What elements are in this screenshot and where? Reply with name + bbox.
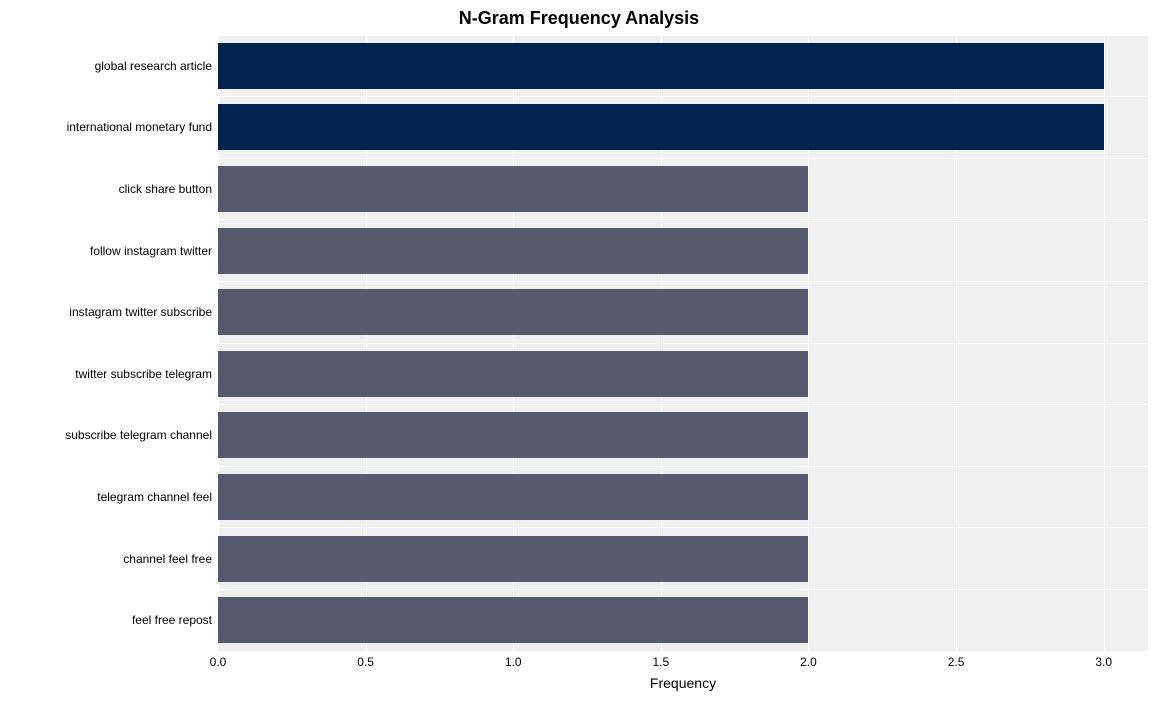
y-gridline: [218, 281, 1148, 282]
bar: [218, 351, 808, 397]
bar: [218, 474, 808, 520]
x-tick-label: 0.0: [198, 655, 238, 669]
chart-title: N-Gram Frequency Analysis: [0, 8, 1158, 29]
y-gridline: [218, 96, 1148, 97]
y-gridline: [218, 589, 1148, 590]
y-tick-label: feel free repost: [132, 613, 212, 627]
y-gridline: [218, 404, 1148, 405]
x-axis-label: Frequency: [218, 675, 1148, 691]
y-tick-label: global research article: [95, 59, 212, 73]
y-tick-label: twitter subscribe telegram: [75, 367, 212, 381]
y-gridline: [218, 651, 1148, 652]
bar: [218, 412, 808, 458]
y-gridline: [218, 158, 1148, 159]
plot-area: [218, 35, 1148, 651]
y-tick-label: telegram channel feel: [97, 490, 212, 504]
bar: [218, 289, 808, 335]
y-tick-label: instagram twitter subscribe: [69, 305, 212, 319]
x-tick-label: 1.5: [641, 655, 681, 669]
y-gridline: [218, 219, 1148, 220]
x-tick-label: 1.0: [493, 655, 533, 669]
x-tick-label: 2.0: [788, 655, 828, 669]
x-tick-label: 2.5: [936, 655, 976, 669]
x-tick-label: 3.0: [1084, 655, 1124, 669]
y-tick-label: follow instagram twitter: [90, 244, 212, 258]
bar: [218, 228, 808, 274]
y-gridline: [218, 527, 1148, 528]
bar: [218, 166, 808, 212]
x-tick-label: 0.5: [346, 655, 386, 669]
bar: [218, 597, 808, 643]
bar: [218, 43, 1104, 89]
bar: [218, 536, 808, 582]
ngram-chart: N-Gram Frequency Analysis Frequency glob…: [0, 0, 1158, 701]
y-tick-label: international monetary fund: [67, 120, 212, 134]
y-gridline: [218, 343, 1148, 344]
bar: [218, 104, 1104, 150]
y-gridline: [218, 466, 1148, 467]
y-gridline: [218, 35, 1148, 36]
y-tick-label: click share button: [119, 182, 212, 196]
y-tick-label: subscribe telegram channel: [65, 428, 212, 442]
y-tick-label: channel feel free: [123, 552, 212, 566]
